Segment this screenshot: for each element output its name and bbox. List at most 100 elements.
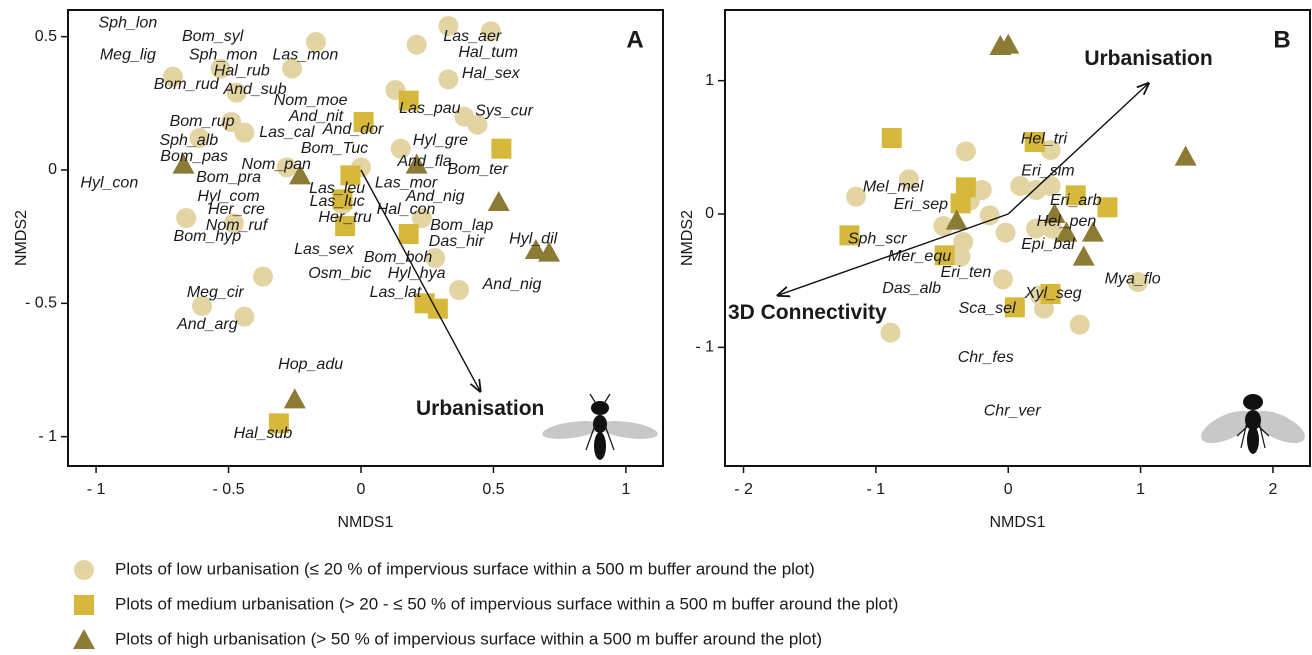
point-medium (353, 112, 374, 132)
point-low (234, 306, 255, 327)
point-low (425, 248, 446, 268)
point-medium (1065, 185, 1086, 206)
species-label: Epi_bal (1021, 236, 1075, 253)
species-label: Eri_sep (894, 196, 948, 213)
point-high (283, 388, 306, 409)
species-label: Bom_syl (182, 28, 244, 45)
vector-label: Urbanisation (416, 397, 544, 420)
species-label: Las_lat (370, 284, 422, 301)
x-tick-label: 0 (1004, 481, 1013, 498)
x-axis-title: NMDS1 (337, 514, 393, 531)
species-label: Das_hir (429, 233, 485, 250)
point-low (846, 186, 867, 207)
point-medium (398, 90, 419, 111)
point-low (955, 141, 976, 162)
point-low (1026, 218, 1047, 239)
x-tick-label: 1 (621, 481, 630, 498)
point-high (524, 239, 547, 259)
point-high (1055, 221, 1078, 242)
y-axis-title: NMDS2 (13, 210, 30, 266)
point-low (234, 122, 255, 143)
point-low (223, 213, 244, 234)
species-label: Hyl_dil (509, 231, 557, 248)
species-label: Bom_Tuc (301, 140, 368, 157)
species-label: And_dor (322, 121, 384, 138)
x-tick-label: - 1 (867, 481, 886, 498)
species-label: Bom_ter (447, 161, 508, 178)
point-medium (340, 165, 361, 186)
point-low (438, 69, 459, 90)
species-label: Las_luc (310, 193, 365, 210)
point-high (487, 191, 510, 211)
point-medium (881, 128, 902, 148)
point-high (1174, 145, 1197, 166)
species-label: And_sub (222, 81, 286, 98)
point-medium (950, 193, 971, 214)
x-tick-label: 1 (1136, 481, 1145, 498)
point-low (406, 34, 427, 55)
point-medium (491, 138, 512, 159)
point-low (305, 32, 326, 52)
point-low (467, 114, 488, 135)
point-low (189, 128, 210, 148)
point-high (997, 33, 1020, 54)
legend-marker (73, 629, 95, 649)
x-tick-label: 2 (1268, 481, 1277, 498)
vector-arrow (1007, 83, 1148, 215)
point-medium (1004, 297, 1025, 318)
panel-label: A (626, 26, 643, 53)
species-label: Las_mon (272, 47, 338, 64)
species-label: Las_aer (443, 28, 501, 45)
point-high (405, 153, 428, 174)
species-label: Nom_ruf (206, 217, 269, 234)
point-low (1040, 176, 1061, 196)
point-medium (332, 189, 353, 210)
legend-text: Plots of medium urbanisation (> 20 - ≤ 5… (115, 594, 898, 613)
legend-marker (74, 560, 94, 580)
x-tick-label: - 0.5 (213, 481, 245, 498)
species-label: Sph_scr (848, 231, 907, 248)
point-low (898, 169, 919, 190)
point-low (162, 66, 183, 87)
species-label: Bom_pra (196, 169, 261, 186)
species-label: Sph_alb (159, 132, 218, 149)
x-tick-label: - 1 (87, 481, 106, 498)
point-medium (268, 413, 289, 434)
point-medium (1024, 132, 1045, 152)
x-tick-label: - 2 (734, 481, 753, 498)
species-label: Eri_ten (941, 264, 992, 281)
vector-arrow (778, 213, 1009, 295)
species-label: Hyl_con (80, 175, 138, 192)
point-low (438, 16, 459, 36)
species-label: Las_sex (294, 241, 355, 258)
vector-label: Urbanisation (1084, 47, 1212, 70)
point-medium (955, 177, 976, 198)
species-label: Mel_mel (863, 179, 924, 196)
species-label: Bom_boh (364, 249, 433, 266)
species-label: Hyl_com (197, 188, 259, 205)
legend-text: Plots of low urbanisation (≤ 20 % of imp… (115, 559, 815, 578)
y-tick-label: - 0.5 (25, 295, 57, 312)
point-medium (839, 225, 860, 246)
vector-label: 3D Connectivity (728, 301, 887, 324)
species-label: And_nig (482, 276, 542, 293)
point-low (390, 138, 411, 159)
point-high (289, 164, 312, 185)
species-label: Eri_arb (1050, 192, 1102, 209)
species-label: Las_pau (399, 100, 460, 117)
species-label: Nom_moe (274, 92, 348, 109)
y-tick-label: - 1 (695, 339, 714, 356)
point-low (411, 208, 432, 228)
point-low (1127, 272, 1148, 292)
species-label: And_arg (176, 316, 238, 333)
point-low (1041, 218, 1062, 239)
species-label: Meg_lig (100, 47, 156, 64)
species-label: Sph_mon (189, 47, 258, 64)
point-low (992, 269, 1013, 290)
fly-icon (1201, 394, 1305, 454)
point-medium (1097, 197, 1118, 218)
point-low (1040, 140, 1061, 160)
species-label: Meg_cir (187, 284, 245, 301)
species-label: Xyl_seg (1024, 285, 1082, 302)
species-label: Hel_tri (1021, 131, 1068, 148)
